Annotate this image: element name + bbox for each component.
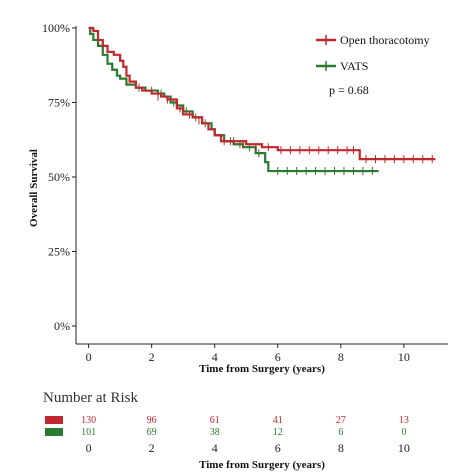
- series-line-open-thoracotomy: [88, 26, 436, 161]
- legend-label-vats: VATS: [340, 59, 368, 73]
- risk-count: 61: [210, 415, 220, 426]
- legend: Open thoracotomy VATS p = 0.68: [316, 33, 430, 97]
- risk-row-swatch-open: [45, 416, 63, 424]
- risk-row-swatch-vats: [45, 428, 63, 436]
- p-value-annotation: p = 0.68: [329, 83, 369, 97]
- x-tick-label: 2: [149, 350, 155, 364]
- x-tick-label: 4: [212, 350, 218, 364]
- risk-count: 0: [401, 427, 406, 438]
- risk-table-x-label: Time from Surgery (years): [199, 459, 325, 471]
- risk-count: 38: [210, 427, 220, 438]
- risk-count: 12: [273, 427, 283, 438]
- x-axis-ticks: 0 2 4 6 8 10: [86, 344, 410, 364]
- risk-time-label: 4: [212, 441, 218, 455]
- y-axis-label: Overall Survival: [28, 149, 40, 227]
- risk-time-label: 8: [338, 441, 344, 455]
- y-tick-label: 100%: [42, 21, 70, 35]
- risk-time-label: 0: [86, 441, 92, 455]
- risk-table-title: Number at Risk: [43, 390, 138, 406]
- risk-count: 96: [147, 415, 157, 426]
- x-tick-label: 6: [275, 350, 281, 364]
- x-tick-label: 10: [398, 350, 410, 364]
- x-tick-label: 8: [338, 350, 344, 364]
- y-tick-label: 0%: [54, 319, 70, 333]
- risk-count: 69: [147, 427, 157, 438]
- risk-time-label: 10: [398, 441, 410, 455]
- series-layer: [88, 26, 436, 176]
- legend-label-open: Open thoracotomy: [340, 33, 430, 47]
- y-axis-ticks: 0% 25% 50% 75% 100%: [42, 21, 76, 333]
- risk-count: 27: [336, 415, 346, 426]
- y-tick-label: 25%: [48, 245, 70, 259]
- risk-time-label: 6: [275, 441, 281, 455]
- risk-count: 13: [399, 415, 409, 426]
- x-axis-label: Time from Surgery (years): [199, 363, 325, 375]
- y-tick-label: 75%: [48, 96, 70, 110]
- y-tick-label: 50%: [48, 170, 70, 184]
- risk-count: 101: [81, 427, 96, 438]
- risk-table: 130 96 61 41 27 13 101 69 38 12 6 0 0 2 4 6 8 10: [81, 415, 410, 455]
- risk-count: 130: [81, 415, 96, 426]
- risk-count: 6: [338, 427, 343, 438]
- risk-count: 41: [273, 415, 283, 426]
- risk-time-label: 2: [149, 441, 155, 455]
- x-tick-label: 0: [86, 350, 92, 364]
